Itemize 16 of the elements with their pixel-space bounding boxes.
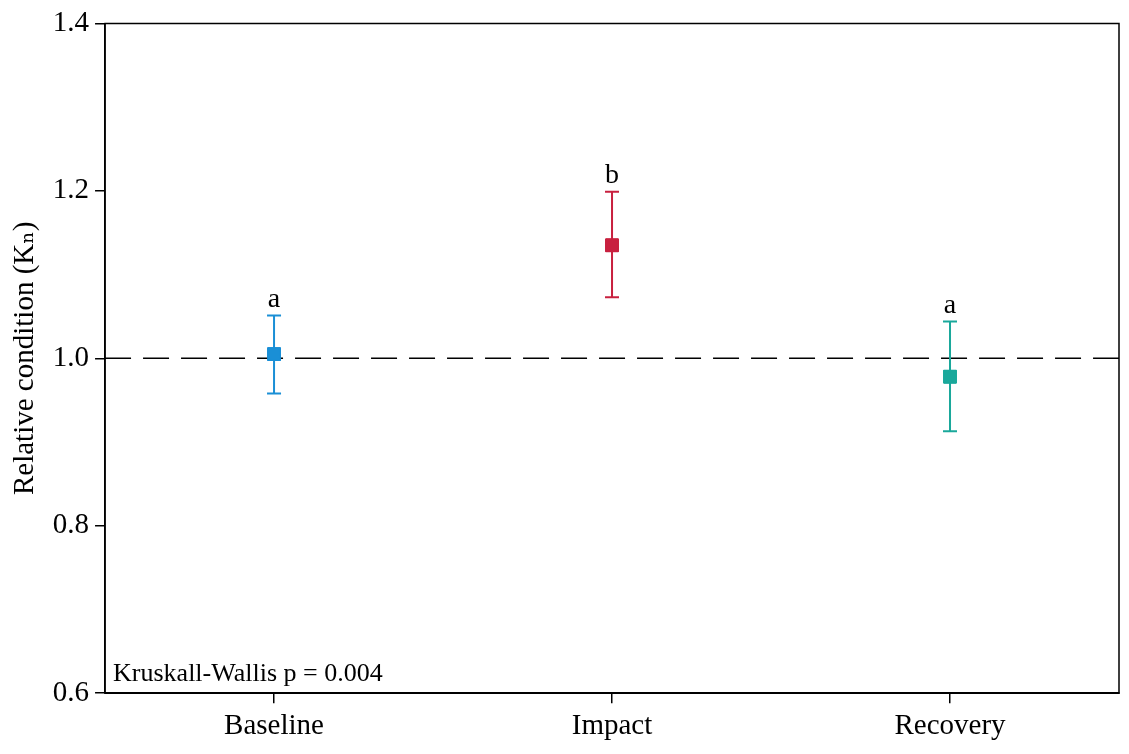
y-axis-title: Relative condition (Kₙ) bbox=[7, 221, 41, 496]
y-tick-label: 1.4 bbox=[52, 5, 90, 38]
y-tick-label: 1.0 bbox=[52, 339, 90, 372]
x-tick-label: Baseline bbox=[224, 708, 324, 741]
point bbox=[605, 238, 619, 253]
annotation: a bbox=[943, 287, 957, 319]
annotation: Kruskall-Wallis p = 0.004 bbox=[113, 658, 383, 688]
point bbox=[943, 369, 957, 384]
y-tick-label: 1.2 bbox=[52, 172, 90, 205]
annotation: b bbox=[605, 158, 620, 190]
x-tick-label: Recovery bbox=[894, 708, 1007, 741]
y-tick-label: 0.6 bbox=[52, 674, 90, 707]
x-tick-label: Impact bbox=[571, 708, 653, 741]
annotation: a bbox=[267, 281, 281, 313]
point bbox=[267, 347, 281, 361]
y-tick-label: 0.8 bbox=[52, 507, 90, 540]
